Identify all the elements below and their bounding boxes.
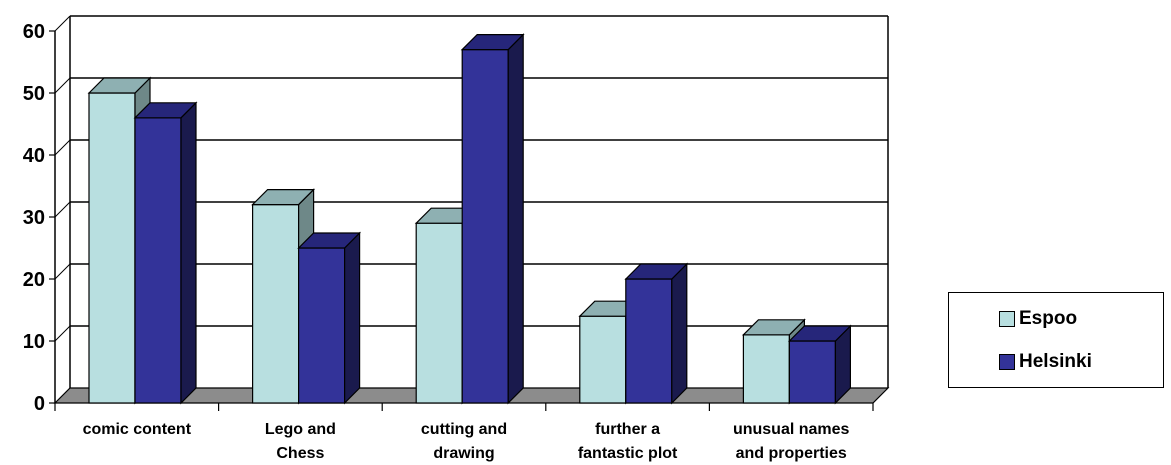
bar-side <box>180 101 197 405</box>
bar-helsinki-1 <box>297 231 362 405</box>
bar-top <box>741 319 806 336</box>
bar-helsinki-3 <box>624 262 689 405</box>
gridline-depth <box>54 201 71 218</box>
bars <box>87 33 852 405</box>
y-tick-labels: 0 10 20 30 40 50 60 <box>23 21 45 415</box>
bar-front <box>742 334 791 404</box>
legend: Espoo Helsinki <box>948 292 1164 388</box>
y-tick-label: 20 <box>23 269 45 291</box>
gridline-depth <box>54 15 71 32</box>
bar-top <box>87 77 152 94</box>
bar-helsinki-4 <box>787 324 852 405</box>
bar-top <box>297 232 362 249</box>
y-tick-label: 60 <box>23 21 45 43</box>
bar-helsinki-2 <box>460 33 525 405</box>
y-tick-label: 30 <box>23 207 45 229</box>
y-tick-label: 10 <box>23 331 45 353</box>
y-tick-label: 50 <box>23 83 45 105</box>
category-label-4: unusual names and properties <box>733 421 850 462</box>
legend-item-espoo: Espoo <box>999 308 1077 330</box>
bar-top <box>624 263 689 280</box>
category-label-1: Lego and Chess <box>265 421 336 462</box>
bar-front <box>88 92 136 404</box>
gridline-depth <box>54 139 71 156</box>
bar-top <box>133 102 198 119</box>
category-label-0: comic content <box>83 421 192 438</box>
axes <box>49 30 874 411</box>
category-label-2: cutting and drawing <box>421 421 507 462</box>
bar-front <box>134 117 182 404</box>
legend-swatch-espoo <box>999 311 1015 327</box>
gridline-depth <box>54 263 71 280</box>
legend-item-helsinki: Helsinki <box>999 351 1092 373</box>
legend-label-espoo: Espoo <box>1019 308 1078 329</box>
category-labels: comic content Lego and Chess cutting and dra… <box>83 421 850 462</box>
bar-top <box>251 189 316 206</box>
bar-front <box>579 315 627 404</box>
bar-front <box>625 278 673 404</box>
bar-helsinki-0 <box>133 101 198 405</box>
y-tick-label: 40 <box>23 145 45 167</box>
bar-front <box>788 340 837 404</box>
legend-label-helsinki: Helsinki <box>1019 351 1092 372</box>
bar-side <box>507 33 524 405</box>
bar-front <box>461 48 509 404</box>
gridline-depth <box>54 325 71 342</box>
bar-side <box>671 262 688 405</box>
legend-swatch-helsinki <box>999 354 1015 370</box>
category-label-3: further a fantastic plot <box>578 421 678 462</box>
bar-front <box>252 204 300 404</box>
bar-front <box>415 222 463 404</box>
bar-front <box>298 247 346 404</box>
bar-top <box>460 33 525 51</box>
gridline-depth <box>54 77 71 94</box>
y-tick-label: 0 <box>34 393 45 415</box>
bar-side <box>344 231 361 405</box>
bar-top <box>787 325 852 342</box>
